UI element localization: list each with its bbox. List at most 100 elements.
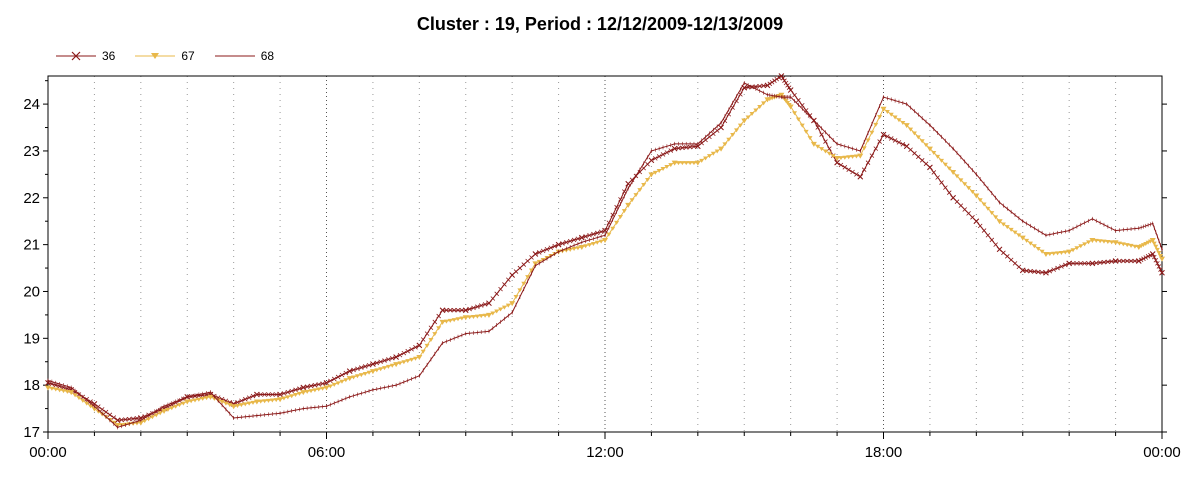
marker-67 bbox=[84, 401, 90, 406]
legend: 36 67 68 bbox=[56, 49, 274, 63]
marker-67 bbox=[149, 415, 155, 420]
marker-67 bbox=[521, 281, 527, 286]
marker-67 bbox=[629, 198, 635, 203]
marker-36 bbox=[529, 255, 534, 260]
marker-36 bbox=[45, 380, 51, 386]
marker-36 bbox=[1156, 264, 1162, 269]
marker-67 bbox=[362, 371, 368, 376]
marker-67 bbox=[428, 337, 434, 342]
marker-67 bbox=[1128, 243, 1134, 248]
marker-36 bbox=[409, 346, 414, 352]
marker-67 bbox=[262, 399, 268, 404]
marker-36 bbox=[788, 87, 793, 93]
marker-36 bbox=[254, 392, 260, 397]
marker-67 bbox=[699, 158, 705, 163]
marker-67 bbox=[830, 154, 836, 159]
chart-title: Cluster : 19, Period : 12/12/2009-12/13/… bbox=[416, 14, 784, 34]
marker-67 bbox=[269, 398, 275, 403]
marker-67 bbox=[1082, 242, 1088, 247]
y-tick-label: 23 bbox=[23, 143, 40, 160]
marker-36 bbox=[339, 372, 345, 378]
marker-36 bbox=[571, 237, 577, 243]
marker-67 bbox=[853, 154, 859, 159]
marker-67 bbox=[304, 389, 310, 394]
marker-67 bbox=[598, 239, 604, 244]
marker-67 bbox=[621, 209, 627, 214]
marker-67 bbox=[838, 156, 844, 161]
marker-67 bbox=[1132, 244, 1138, 249]
marker-67 bbox=[946, 166, 952, 171]
marker-67 bbox=[749, 111, 755, 116]
marker-67 bbox=[192, 398, 198, 403]
marker-67 bbox=[1156, 250, 1162, 255]
marker-67 bbox=[718, 147, 724, 152]
marker-67 bbox=[416, 355, 422, 360]
marker-36 bbox=[680, 145, 685, 151]
marker-36 bbox=[258, 392, 264, 397]
marker-36 bbox=[637, 169, 643, 175]
marker-67 bbox=[64, 389, 70, 394]
marker-67 bbox=[1047, 252, 1053, 257]
x-tick-label: 00:00 bbox=[29, 444, 67, 461]
marker-67 bbox=[366, 370, 372, 375]
marker-36 bbox=[347, 368, 352, 374]
marker-36 bbox=[912, 151, 917, 156]
marker-67 bbox=[815, 144, 821, 149]
marker-36 bbox=[946, 190, 952, 195]
marker-67 bbox=[645, 177, 651, 182]
marker-36 bbox=[1097, 260, 1103, 265]
legend-swatch-67 bbox=[135, 53, 176, 59]
marker-36 bbox=[985, 232, 991, 238]
marker-67 bbox=[513, 295, 519, 300]
marker-67 bbox=[316, 387, 322, 392]
marker-36 bbox=[1001, 250, 1006, 256]
marker-67 bbox=[490, 311, 496, 316]
marker-67 bbox=[637, 188, 643, 193]
marker-67 bbox=[730, 133, 736, 138]
marker-36 bbox=[676, 145, 681, 151]
marker-36 bbox=[726, 111, 732, 117]
y-tick-label: 19 bbox=[23, 330, 40, 347]
y-tick-label: 20 bbox=[23, 283, 40, 300]
marker-67 bbox=[72, 393, 78, 398]
marker-67 bbox=[714, 149, 720, 154]
marker-36 bbox=[370, 361, 376, 367]
marker-36 bbox=[320, 381, 325, 386]
marker-67 bbox=[826, 151, 832, 156]
marker-36 bbox=[126, 416, 132, 422]
marker-67 bbox=[1004, 225, 1010, 230]
marker-67 bbox=[989, 211, 995, 216]
y-tick-label: 22 bbox=[23, 190, 40, 207]
marker-36 bbox=[471, 305, 476, 311]
marker-36 bbox=[943, 185, 948, 190]
marker-67 bbox=[904, 123, 910, 128]
legend-swatch-68 bbox=[214, 55, 255, 57]
marker-67 bbox=[385, 364, 391, 369]
marker-67 bbox=[1086, 240, 1092, 245]
marker-67 bbox=[401, 360, 407, 365]
marker-67 bbox=[1066, 250, 1072, 255]
marker-36 bbox=[1039, 270, 1045, 275]
marker-67 bbox=[354, 374, 360, 379]
marker-67 bbox=[320, 386, 326, 391]
marker-67 bbox=[517, 288, 523, 293]
marker-36 bbox=[923, 161, 929, 167]
marker-36 bbox=[645, 161, 650, 167]
marker-36 bbox=[687, 144, 693, 150]
marker-36 bbox=[587, 232, 592, 238]
marker-36 bbox=[123, 417, 128, 422]
marker-67 bbox=[91, 407, 97, 412]
marker-67 bbox=[60, 389, 66, 394]
marker-36 bbox=[285, 389, 291, 395]
marker-36 bbox=[695, 143, 701, 149]
marker-36 bbox=[1117, 258, 1122, 264]
marker-36 bbox=[490, 296, 496, 301]
marker-67 bbox=[594, 240, 600, 245]
legend-item-36: 36 bbox=[56, 49, 115, 63]
marker-36 bbox=[672, 146, 677, 151]
marker-36 bbox=[931, 170, 937, 175]
marker-36 bbox=[312, 382, 318, 388]
marker-67 bbox=[165, 407, 171, 412]
marker-36 bbox=[436, 313, 441, 319]
marker-67 bbox=[1051, 251, 1057, 256]
